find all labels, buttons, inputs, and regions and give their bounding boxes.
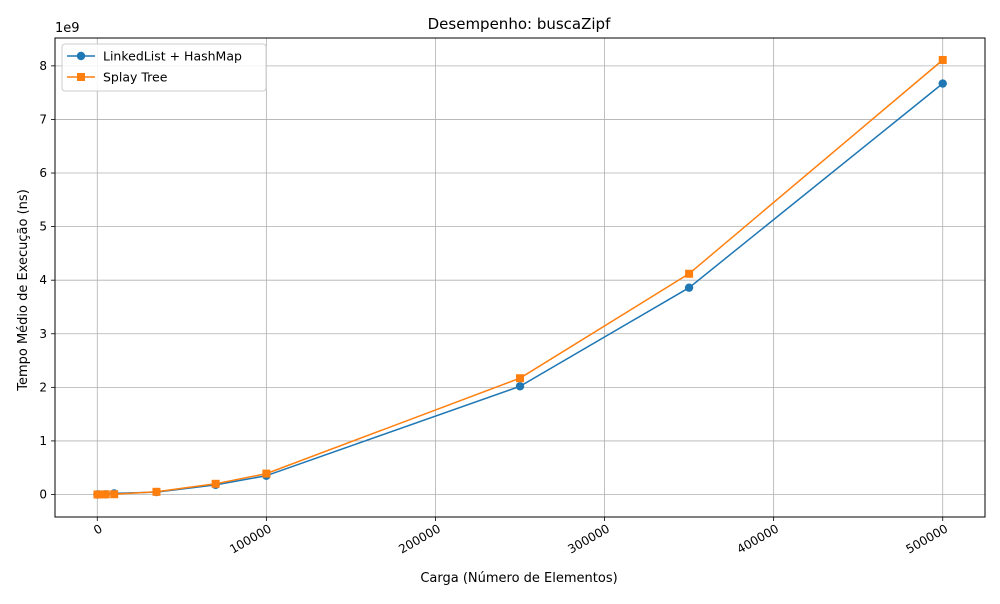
- legend-label: LinkedList + HashMap: [103, 49, 242, 64]
- y-tick-label: 7: [39, 112, 47, 126]
- x-axis-label: Carga (Número de Elementos): [420, 571, 617, 586]
- series-1: [93, 55, 947, 499]
- data-point-square: [110, 490, 119, 499]
- y-axis-label: Tempo Médio de Execução (ns): [16, 189, 31, 392]
- data-point-square: [152, 487, 161, 496]
- y-tick-label: 2: [39, 380, 47, 394]
- y-tick-label: 8: [39, 59, 47, 73]
- data-point-square: [101, 490, 110, 499]
- y-tick-label: 0: [39, 487, 47, 501]
- y-tick-label: 3: [39, 327, 47, 341]
- y-offset-label: 1e9: [55, 21, 80, 36]
- legend-marker-circle: [76, 51, 86, 61]
- series-layer: [93, 55, 947, 499]
- y-tick-label: 6: [39, 166, 47, 180]
- grid-layer: [55, 38, 985, 517]
- y-tick-label: 5: [39, 220, 47, 234]
- legend-marker-square: [77, 73, 85, 81]
- data-point-circle: [938, 79, 947, 88]
- data-point-square: [938, 55, 947, 64]
- y-tick-label: 4: [39, 273, 47, 287]
- chart-title: Desempenho: buscaZipf: [428, 15, 611, 33]
- data-point-square: [211, 479, 220, 488]
- data-point-square: [685, 269, 694, 278]
- data-point-square: [94, 490, 103, 499]
- data-point-circle: [684, 283, 694, 292]
- y-tick-label: 1: [39, 434, 47, 448]
- legend-label: Splay Tree: [103, 70, 168, 85]
- data-point-circle: [515, 382, 525, 391]
- legend-box: [61, 43, 267, 92]
- data-point-square: [262, 469, 271, 478]
- plot-frame: [54, 37, 986, 518]
- data-point-square: [516, 374, 524, 383]
- legend: LinkedList + HashMap Splay Tree: [61, 43, 267, 92]
